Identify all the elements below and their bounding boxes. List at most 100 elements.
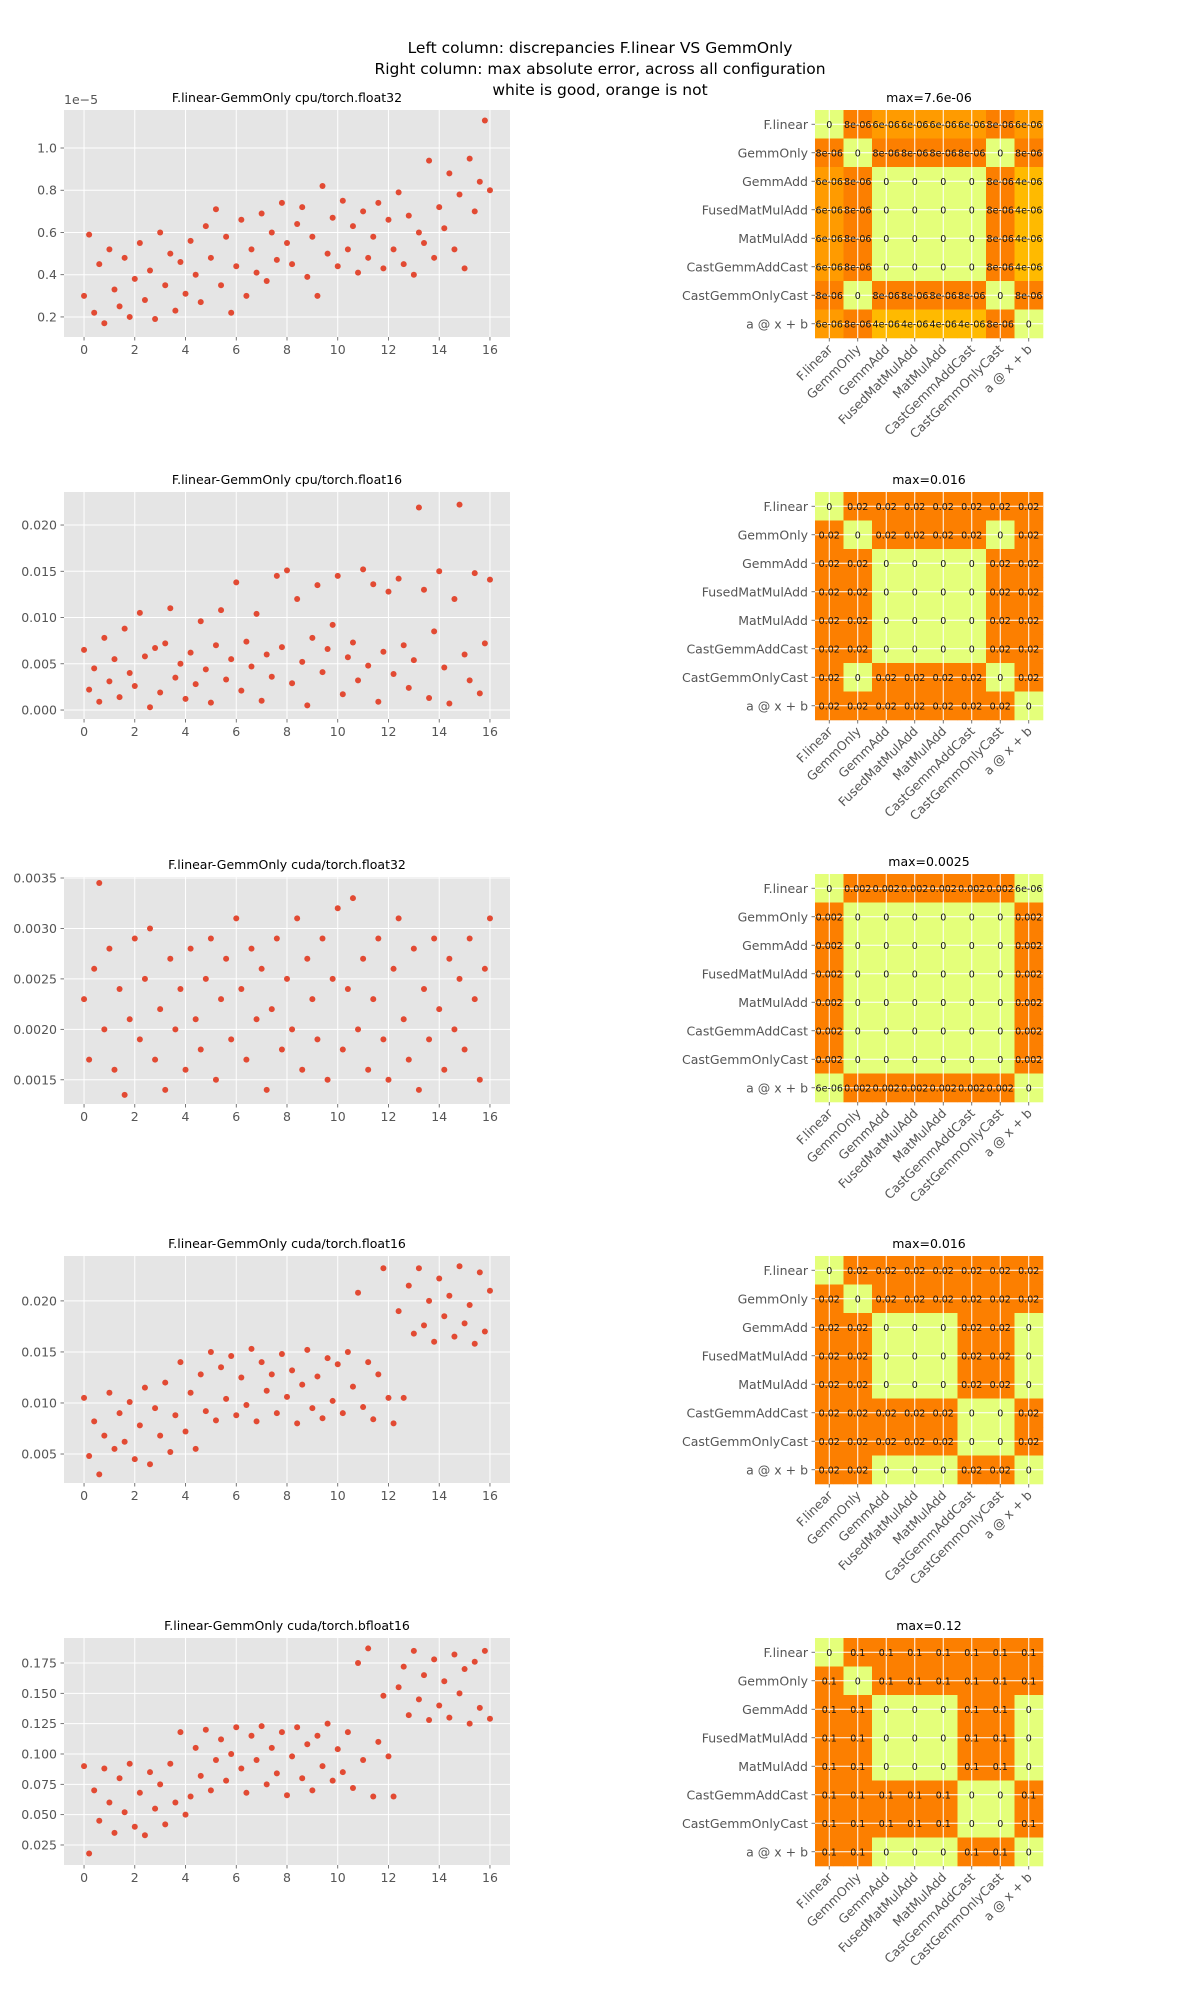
- cell-annotation: 0.02: [990, 701, 1011, 712]
- data-point: [228, 1036, 235, 1043]
- data-point: [182, 1066, 189, 1073]
- cell-annotation: 0.02: [847, 559, 868, 570]
- data-point: [410, 945, 417, 952]
- cell-annotation: 0: [1026, 1705, 1032, 1716]
- cell-annotation: 0: [883, 1380, 889, 1391]
- data-point: [126, 670, 133, 677]
- row-label: CastGemmAddCast: [686, 1405, 808, 1420]
- data-point: [344, 1348, 351, 1355]
- cell-annotation: 0.02: [904, 701, 925, 712]
- data-point: [334, 1361, 341, 1368]
- cell-annotation: 0: [912, 1705, 918, 1716]
- cell-annotation: 6e-06: [816, 205, 843, 216]
- cell-annotation: 0.002: [987, 884, 1014, 895]
- cell-annotation: 0.02: [961, 1266, 982, 1277]
- data-point: [86, 1850, 93, 1857]
- data-point: [365, 1359, 372, 1366]
- data-point: [167, 1760, 174, 1767]
- cell-annotation: 0: [912, 1762, 918, 1773]
- data-point: [309, 634, 316, 641]
- data-point: [471, 1658, 478, 1665]
- cell-annotation: 8e-06: [901, 148, 928, 159]
- cell-annotation: 0: [912, 998, 918, 1009]
- cell-annotation: 0: [969, 969, 975, 980]
- cell-annotation: 6e-06: [901, 120, 928, 131]
- cell-annotation: 0.1: [850, 1648, 865, 1659]
- y-tick-label: 0.010: [21, 1395, 57, 1410]
- cell-annotation: 0.002: [958, 884, 985, 895]
- data-point: [121, 625, 128, 632]
- y-tick-label: 0.0020: [13, 1022, 57, 1037]
- data-point: [395, 575, 402, 582]
- cell-annotation: 0: [883, 234, 889, 245]
- data-point: [263, 1086, 270, 1093]
- data-point: [304, 702, 311, 709]
- data-point: [375, 935, 382, 942]
- cell-annotation: 4e-06: [873, 319, 900, 330]
- data-point: [253, 610, 260, 617]
- cell-annotation: 0.02: [961, 1380, 982, 1391]
- cell-annotation: 8e-06: [987, 319, 1014, 330]
- data-point: [360, 208, 367, 215]
- cell-annotation: 0: [997, 998, 1003, 1009]
- cell-annotation: 8e-06: [816, 291, 843, 302]
- cell-annotation: 0.02: [904, 1437, 925, 1448]
- cell-annotation: 0.1: [879, 1790, 894, 1801]
- data-point: [162, 1821, 169, 1828]
- row-label: MatMulAdd: [738, 613, 808, 628]
- data-point: [238, 1374, 245, 1381]
- cell-annotation: 0.02: [847, 1380, 868, 1391]
- cell-annotation: 0.002: [1015, 1026, 1042, 1037]
- data-point: [355, 1026, 362, 1033]
- cell-annotation: 0: [883, 616, 889, 627]
- data-point: [162, 1379, 169, 1386]
- data-point: [172, 307, 179, 314]
- cell-annotation: 0: [969, 1790, 975, 1801]
- data-point: [441, 1313, 448, 1320]
- cell-annotation: 0.02: [847, 587, 868, 598]
- data-point: [436, 204, 443, 211]
- data-point: [339, 1410, 346, 1417]
- data-point: [116, 1410, 123, 1417]
- data-point: [410, 1647, 417, 1654]
- row-label: CastGemmAddCast: [686, 259, 808, 274]
- data-point: [96, 1471, 103, 1478]
- cell-annotation: 0: [912, 1055, 918, 1066]
- x-tick-label: 12: [381, 1870, 397, 1885]
- cell-annotation: 0: [826, 120, 832, 131]
- cell-annotation: 0: [940, 1705, 946, 1716]
- row-label: CastGemmOnlyCast: [682, 670, 808, 685]
- data-point: [218, 282, 225, 289]
- data-point: [202, 223, 209, 230]
- data-point: [436, 1006, 443, 1013]
- cell-annotation: 6e-06: [1015, 120, 1042, 131]
- y-tick-label: 0.4: [37, 267, 57, 282]
- data-point: [238, 985, 245, 992]
- cell-annotation: 0.02: [847, 701, 868, 712]
- cell-annotation: 0: [969, 1408, 975, 1419]
- x-tick-label: 0: [80, 724, 88, 739]
- data-point: [243, 292, 250, 299]
- data-point: [81, 1763, 88, 1770]
- cell-annotation: 0.1: [850, 1819, 865, 1830]
- cell-annotation: 0: [883, 1762, 889, 1773]
- data-point: [141, 1832, 148, 1839]
- data-point: [471, 208, 478, 215]
- cell-annotation: 0: [997, 673, 1003, 684]
- cell-annotation: 0: [940, 644, 946, 655]
- x-tick-label: 0: [80, 1870, 88, 1885]
- data-point: [324, 1076, 331, 1083]
- cell-annotation: 0.1: [1021, 1648, 1036, 1659]
- cell-annotation: 0.1: [964, 1847, 979, 1858]
- data-point: [268, 1006, 275, 1013]
- data-point: [294, 596, 301, 603]
- data-point: [141, 297, 148, 304]
- cell-annotation: 0.02: [819, 644, 840, 655]
- x-tick-label: 6: [232, 1488, 240, 1503]
- data-point: [121, 1091, 128, 1098]
- data-point: [223, 1777, 230, 1784]
- row-label: a @ x + b: [746, 698, 808, 713]
- cell-annotation: 0: [997, 969, 1003, 980]
- cell-annotation: 0.02: [990, 1380, 1011, 1391]
